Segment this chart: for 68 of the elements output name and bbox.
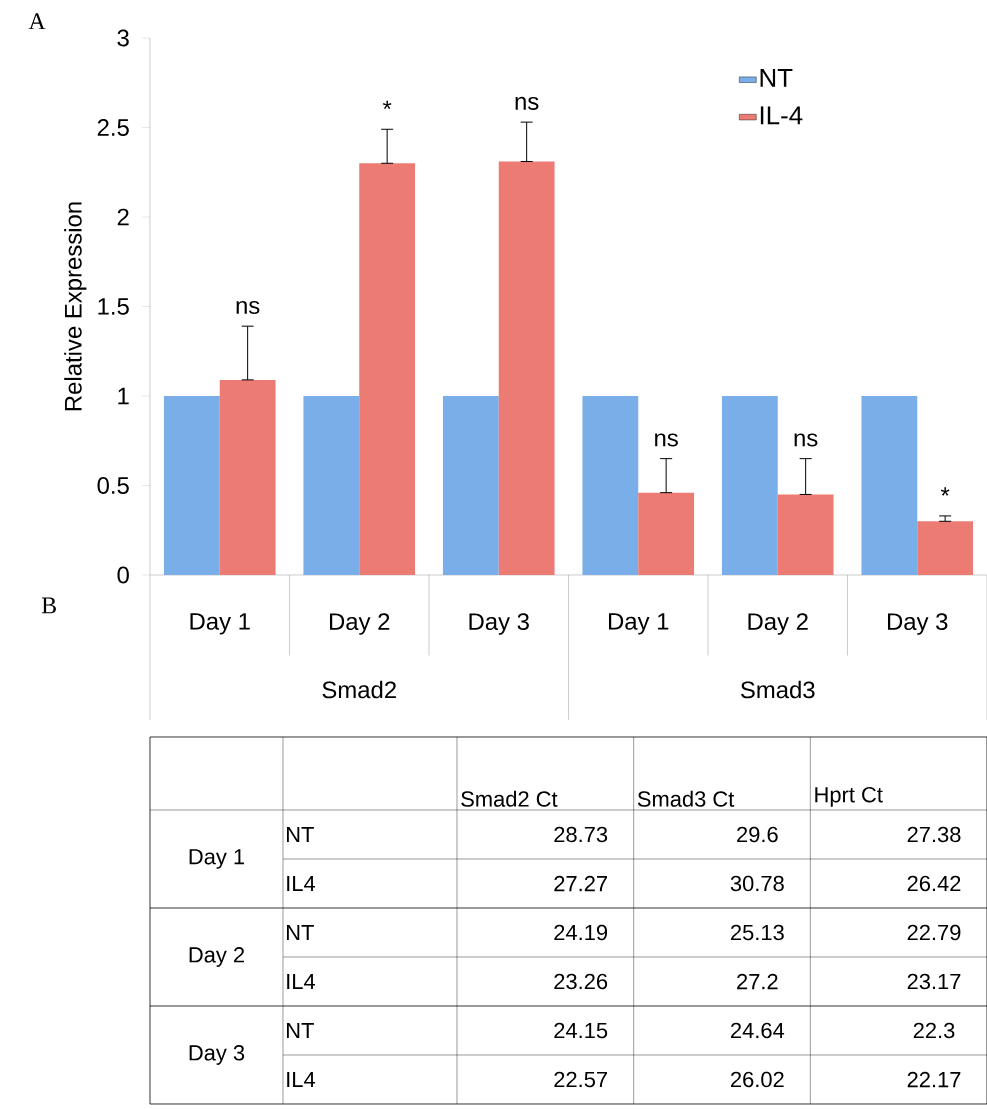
y-tick-label: NT: [286, 924, 314, 941]
text: Smad2: [322, 680, 396, 699]
y-tick-label: NT: [286, 826, 314, 843]
y-tick-label: IL4: [287, 875, 316, 892]
data-label: ns: [515, 96, 539, 110]
data-label: 23.26: [554, 973, 608, 990]
data-label: 22.3: [913, 1022, 955, 1039]
legend-label: NT: [760, 69, 793, 87]
bar: [219, 379, 276, 575]
data-label: 26.02: [731, 1071, 784, 1088]
bar: [303, 395, 360, 575]
bar: [163, 395, 220, 575]
x-tick-label: Smad3 Ct: [637, 790, 735, 807]
bar: [721, 395, 778, 575]
data-label: 25.13: [731, 924, 784, 941]
y2-tick-label: Day 1: [189, 849, 245, 869]
text: B: [41, 597, 56, 614]
bar: [638, 492, 695, 575]
bar: [359, 163, 416, 575]
data-label: 22.17: [907, 1071, 961, 1088]
data-label: 27.2: [737, 973, 778, 990]
y-tick-label: 0.5: [97, 477, 129, 494]
y-tick-label: 1.5: [98, 298, 129, 315]
data-label: ns: [655, 433, 678, 447]
bar: [498, 161, 555, 575]
data-label: 27.27: [554, 875, 607, 892]
data-label: ns: [236, 300, 260, 315]
y-tick-label: IL4: [287, 973, 316, 990]
data-label: 22.79: [907, 924, 961, 941]
data-label: 28.73: [554, 826, 608, 843]
y-tick-label: IL4: [287, 1071, 316, 1088]
chart-title: A: [28, 13, 46, 30]
x-tick-label: Day 1: [190, 613, 250, 635]
legend-label: IL-4: [760, 106, 803, 125]
y-tick-label: 1: [118, 387, 129, 405]
data-label: *: [382, 100, 392, 110]
y2-tick-label: Day 2: [189, 947, 244, 967]
data-label: 27.38: [907, 826, 961, 843]
x-tick-label: Hprt Ct: [815, 786, 883, 807]
x-tick-label: Day 2: [329, 613, 390, 635]
x-tick-label: Smad2 Ct: [461, 790, 558, 807]
bar: [442, 395, 499, 575]
x-tick-label: Day 3: [887, 613, 948, 635]
text: Smad3: [740, 680, 815, 699]
x-tick-label: Day 3: [469, 613, 529, 635]
bar: [777, 494, 834, 575]
data-label: *: [940, 487, 950, 496]
y-tick-label: 2.5: [97, 119, 129, 136]
data-label: 24.19: [554, 924, 608, 941]
x-tick-label: Day 2: [748, 613, 808, 635]
y-tick-label: NT: [286, 1022, 314, 1039]
y2-tick-label: Day 3: [189, 1045, 245, 1065]
data-label: 26.42: [907, 875, 961, 892]
data-label: ns: [794, 433, 818, 447]
data-label: 30.78: [730, 875, 784, 892]
data-label: 29.6: [737, 826, 778, 843]
y-tick-label: 0: [117, 566, 129, 584]
data-label: 22.57: [554, 1071, 607, 1088]
x-tick-label: Day 1: [608, 613, 669, 635]
y-tick-label: 2: [117, 208, 129, 226]
data-label: 24.15: [554, 1022, 608, 1039]
bar: [582, 395, 639, 575]
bar: [861, 395, 918, 575]
y-axis-title: Relative Expression: [64, 202, 87, 411]
y-tick-label: 3: [117, 29, 129, 47]
bar: [917, 521, 974, 575]
data-label: 23.17: [907, 973, 961, 990]
data-label: 24.64: [731, 1022, 785, 1039]
